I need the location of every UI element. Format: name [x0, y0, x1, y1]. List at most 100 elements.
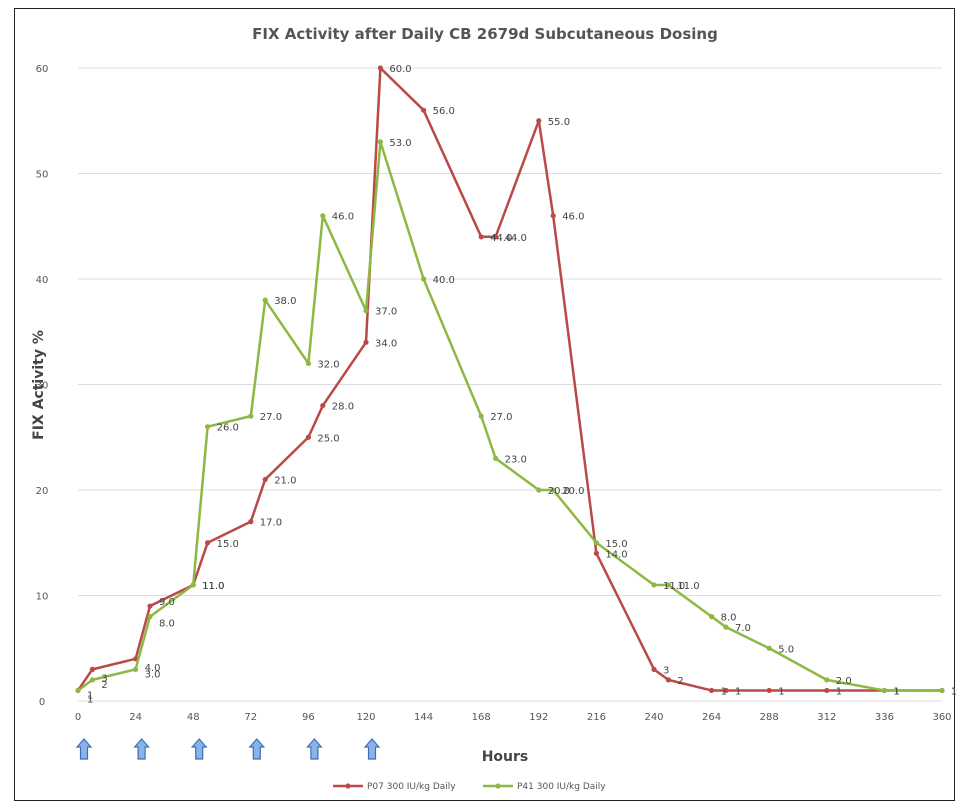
data-point	[89, 677, 95, 683]
data-label: 44.0	[505, 233, 527, 244]
data-label: 8.0	[721, 613, 737, 624]
data-point	[478, 234, 484, 240]
data-point	[262, 476, 268, 483]
x-tick-label: 0	[75, 712, 81, 723]
data-point	[205, 424, 211, 430]
series-layer	[75, 65, 945, 694]
data-label: 1	[721, 686, 727, 697]
x-tick-label: 336	[875, 712, 894, 723]
legend-label: P41 300 IU/kg Daily	[517, 782, 606, 792]
data-label: 4.0	[145, 663, 161, 674]
x-axis-ticks: 0 24 48 72 96 120 144 168 192 216 240 264 288 312 336 3…	[75, 712, 952, 723]
y-axis-title: FIX Activity %	[31, 330, 47, 440]
data-point	[75, 687, 81, 694]
data-label: 23.0	[505, 454, 527, 465]
data-point	[147, 614, 153, 620]
data-label: 15.0	[217, 539, 239, 550]
data-point	[651, 582, 657, 588]
data-point	[89, 666, 95, 672]
data-label: 2.0	[836, 676, 852, 687]
data-point	[305, 434, 311, 440]
dosing-arrow-icon	[133, 738, 150, 760]
data-point	[881, 687, 888, 694]
x-tick-label: 96	[302, 712, 315, 723]
data-label: 25.0	[317, 433, 339, 444]
data-point	[262, 297, 268, 303]
data-label: 27.0	[490, 412, 512, 423]
data-label: 3	[663, 665, 669, 676]
dosing-markers	[75, 738, 381, 760]
data-point	[593, 550, 600, 556]
y-axis-ticks: 0 10 20 30 40 50 60	[36, 64, 49, 708]
data-point	[766, 645, 772, 651]
data-point	[133, 666, 139, 672]
y-tick-label: 30	[36, 381, 49, 392]
y-tick-label: 40	[36, 275, 49, 286]
data-point	[550, 213, 556, 219]
data-point	[421, 107, 427, 113]
data-point	[147, 603, 153, 609]
data-point	[248, 519, 254, 525]
chart-frame: FIX Activity after Daily CB 2679d Subcut…	[14, 8, 957, 801]
x-tick-label: 144	[414, 712, 433, 723]
dosing-arrow-icon	[306, 738, 323, 760]
dosing-arrow-icon	[363, 738, 381, 760]
dosing-arrow-icon	[190, 738, 208, 760]
data-point	[536, 118, 542, 124]
series-line-2	[77, 140, 942, 692]
legend-label: P07 300 IU/kg Daily	[367, 782, 456, 792]
y-tick-label: 20	[36, 486, 49, 497]
data-label: 46.0	[562, 212, 584, 223]
data-point	[766, 687, 772, 694]
legend-marker	[345, 783, 351, 789]
x-tick-label: 312	[817, 712, 836, 723]
data-point	[665, 677, 672, 683]
data-label: 34.0	[375, 338, 397, 349]
data-label: 37.0	[375, 307, 397, 318]
data-point	[305, 360, 311, 366]
data-point	[421, 276, 427, 282]
data-label: 60.0	[389, 64, 411, 75]
data-label: 26.0	[217, 423, 239, 434]
data-point	[824, 677, 830, 683]
chart-title: FIX Activity after Daily CB 2679d Subcut…	[252, 25, 718, 43]
data-point	[320, 403, 326, 409]
x-tick-label: 288	[760, 712, 779, 723]
data-point	[709, 614, 715, 620]
data-point	[709, 687, 715, 694]
data-label: 1	[87, 694, 93, 705]
x-tick-label: 120	[356, 712, 375, 723]
data-label: 20.0	[548, 486, 570, 497]
data-point	[205, 540, 211, 546]
series-line-1	[76, 66, 942, 692]
data-point	[377, 65, 383, 71]
gridlines	[78, 67, 942, 702]
x-tick-label: 216	[587, 712, 606, 723]
legend: P07 300 IU/kg Daily P41 300 IU/kg Daily	[333, 782, 606, 792]
data-point	[320, 213, 326, 219]
y-tick-label: 50	[36, 170, 49, 181]
x-tick-label: 192	[529, 712, 548, 723]
data-point	[593, 540, 600, 546]
data-label: 11.0	[663, 581, 685, 592]
data-label: 53.0	[389, 138, 411, 149]
data-label: 2	[101, 680, 107, 691]
data-point	[665, 582, 672, 588]
x-tick-label: 360	[932, 712, 951, 723]
data-point	[478, 413, 484, 419]
data-label: 7.0	[735, 623, 751, 634]
x-tick-label: 264	[702, 712, 721, 723]
data-label: 8.0	[159, 619, 175, 630]
data-label: 2	[677, 676, 683, 687]
data-label: 15.0	[605, 539, 627, 550]
data-point	[536, 487, 542, 493]
x-axis-title: Hours	[482, 749, 529, 765]
data-label: 38.0	[274, 296, 296, 307]
data-point	[377, 139, 383, 145]
x-tick-label: 48	[187, 712, 200, 723]
x-tick-label: 24	[129, 712, 142, 723]
data-point	[363, 308, 369, 314]
data-label: 17.0	[260, 518, 282, 529]
legend-marker	[495, 783, 501, 789]
data-label: 1	[893, 686, 899, 697]
